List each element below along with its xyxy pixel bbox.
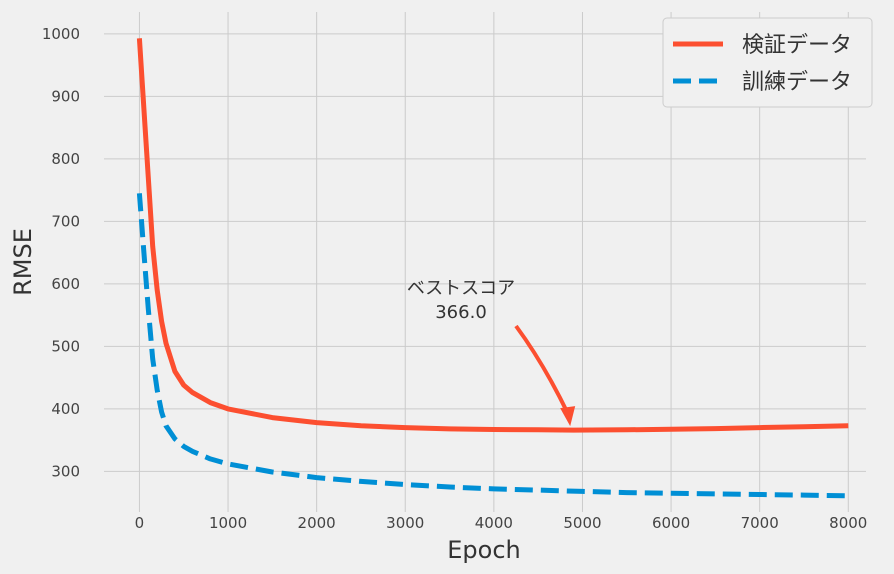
x-axis-ticks: 0 1000 2000 3000 4000 5000 6000 7000 8000 — [135, 514, 868, 532]
x-tick-label: 1000 — [209, 514, 247, 532]
annotation-arrow-head — [560, 406, 576, 427]
y-tick-label: 500 — [51, 337, 80, 355]
annotation-label: ベストスコア — [407, 278, 515, 299]
y-tick-label: 900 — [51, 87, 80, 105]
y-tick-label: 300 — [51, 462, 80, 480]
y-tick-label: 700 — [51, 212, 80, 230]
y-tick-label: 1000 — [42, 25, 80, 43]
legend-label-validation: 検証データ — [742, 33, 852, 58]
legend: 検証データ 訓練データ — [662, 17, 873, 108]
y-axis-ticks: 300 400 500 600 700 800 900 1000 — [42, 25, 80, 481]
x-tick-label: 6000 — [652, 514, 690, 532]
y-tick-label: 400 — [51, 400, 80, 418]
annotation-value: 366.0 — [435, 302, 487, 323]
x-tick-label: 8000 — [829, 514, 867, 532]
x-tick-label: 2000 — [298, 514, 336, 532]
y-tick-label: 800 — [51, 150, 80, 168]
annotation-arrow-shaft — [514, 324, 570, 415]
series-lines — [136, 38, 849, 499]
series-line-training — [136, 193, 849, 499]
x-axis-label: Epoch — [447, 536, 521, 564]
series-line-validation — [136, 38, 849, 433]
y-tick-label: 600 — [51, 275, 80, 293]
legend-box — [662, 17, 873, 108]
x-tick-label: 7000 — [741, 514, 779, 532]
x-tick-label: 3000 — [386, 514, 424, 532]
x-tick-label: 5000 — [563, 514, 601, 532]
x-tick-label: 0 — [135, 514, 145, 532]
legend-label-training: 訓練データ — [742, 70, 852, 95]
best-score-annotation: ベストスコア 366.0 — [407, 278, 576, 427]
x-tick-label: 4000 — [475, 514, 513, 532]
y-axis-label: RMSE — [9, 228, 37, 296]
